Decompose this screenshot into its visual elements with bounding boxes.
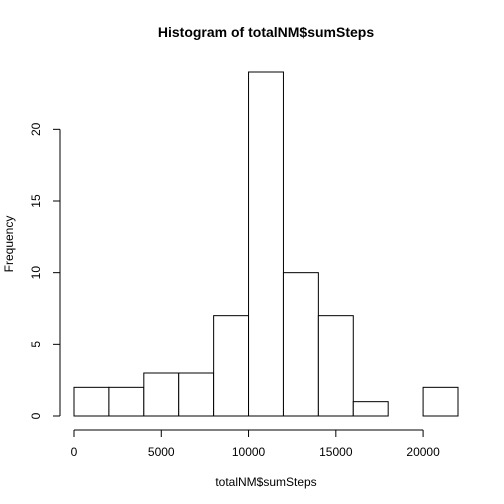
x-tick-label-20000: 20000 — [406, 445, 440, 459]
histogram-bar-2 — [143, 372, 180, 417]
y-tick-label-20: 20 — [29, 122, 43, 136]
x-tick-label-15000: 15000 — [319, 445, 353, 459]
histogram-bar-0 — [73, 386, 110, 417]
y-axis: 0 5 10 15 20 — [29, 122, 61, 419]
x-tick-label-0: 0 — [71, 445, 78, 459]
y-axis-label: Frequency — [2, 216, 16, 273]
histogram-bar-6 — [282, 272, 319, 417]
histogram-bar-1 — [108, 386, 145, 417]
y-tick-label-15: 15 — [29, 194, 43, 208]
histogram-bar-7 — [317, 315, 354, 417]
x-tick-label-10000: 10000 — [232, 445, 266, 459]
bars-group — [73, 71, 459, 417]
y-tick-label-10: 10 — [29, 266, 43, 280]
x-tick-label-5000: 5000 — [148, 445, 175, 459]
y-tick-label-5: 5 — [29, 341, 43, 348]
y-tick-label-0: 0 — [29, 412, 43, 419]
x-axis: 0 5000 10000 15000 20000 — [71, 429, 440, 459]
chart-title: Histogram of totalNM$sumSteps — [158, 24, 374, 40]
x-axis-label: totalNM$sumSteps — [215, 475, 316, 489]
histogram-bar-8 — [352, 401, 389, 417]
histogram-bar-3 — [178, 372, 215, 417]
histogram-bar-4 — [213, 315, 250, 417]
histogram-bar-10 — [422, 386, 459, 417]
histogram-bar-5 — [248, 71, 284, 417]
